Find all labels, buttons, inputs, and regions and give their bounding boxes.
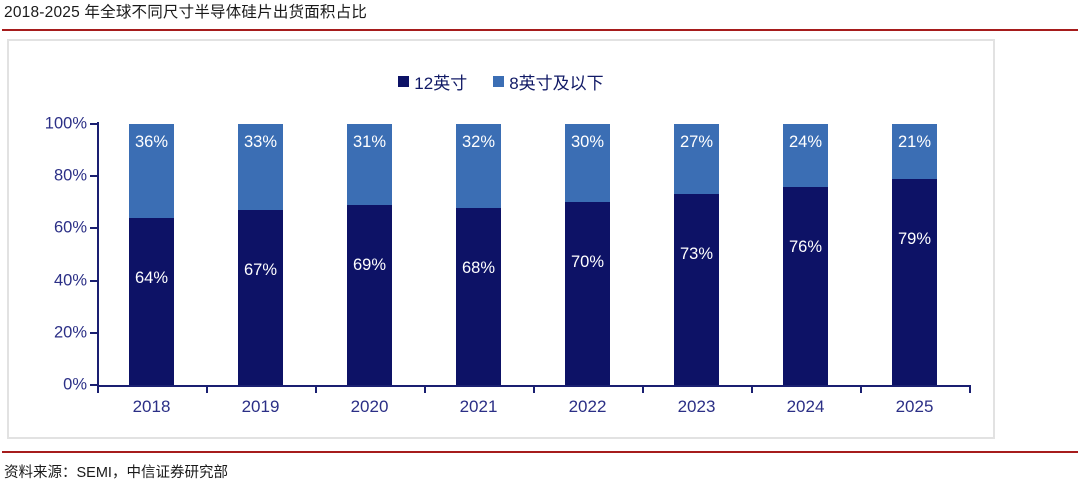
bar-value-label: 73%: [679, 245, 714, 264]
y-axis-tick-label: 60%: [53, 218, 87, 237]
y-axis-line: [97, 122, 99, 387]
x-axis-tick-label: 2019: [241, 397, 280, 416]
bar-group-2021: 32% 68%: [424, 124, 533, 385]
bar-stack[interactable]: 32% 68%: [456, 124, 501, 385]
bar-segment-12inch[interactable]: 64%: [129, 217, 174, 385]
x-axis-tick-label: 2022: [568, 397, 607, 416]
bar-group-2022: 30% 70%: [533, 124, 642, 385]
bar-stack[interactable]: 36% 64%: [129, 124, 174, 385]
bar-value-label: 67%: [243, 261, 278, 280]
bar-group-2025: 21% 79%: [860, 124, 969, 385]
bar-segment-8inch[interactable]: 30%: [565, 124, 610, 203]
bar-value-label: 79%: [897, 229, 932, 248]
chart-frame: 12英寸 8英寸及以下 0% 20% 40% 60% 80% 100% 36% 64% 33%…: [7, 39, 995, 439]
y-axis-tick-label: 0%: [63, 375, 87, 394]
legend-swatch-12inch: [398, 76, 410, 87]
bar-segment-12inch[interactable]: 69%: [347, 204, 392, 385]
bar-stack[interactable]: 33% 67%: [238, 124, 283, 385]
x-axis-tick: [315, 385, 317, 393]
y-axis-tick-label: 100%: [44, 114, 87, 133]
x-axis-tick-label: 2021: [459, 397, 498, 416]
y-axis-tick-label: 80%: [53, 166, 87, 185]
x-axis-tick-label: 2025: [895, 397, 934, 416]
legend-label-8inch: 8英寸及以下: [509, 74, 604, 93]
x-axis-tick: [533, 385, 535, 393]
bar-segment-12inch[interactable]: 70%: [565, 202, 610, 385]
divider-bottom: [2, 451, 1078, 453]
legend-item-12inch[interactable]: 12英寸: [398, 69, 467, 94]
bar-segment-12inch[interactable]: 68%: [456, 207, 501, 385]
bar-segment-12inch[interactable]: 73%: [674, 194, 719, 385]
bar-group-2018: 36% 64%: [97, 124, 206, 385]
bar-value-label: 69%: [352, 255, 387, 274]
x-axis-tick: [206, 385, 208, 393]
bar-segment-12inch[interactable]: 79%: [892, 178, 937, 385]
legend-label-12inch: 12英寸: [414, 74, 468, 93]
y-axis-tick-label: 20%: [53, 323, 87, 342]
x-axis-tick: [751, 385, 753, 393]
x-axis-tick-label: 2018: [132, 397, 171, 416]
bar-value-label: 36%: [134, 133, 169, 152]
page-title: 2018-2025 年全球不同尺寸半导体硅片出货面积占比: [4, 4, 368, 21]
bar-segment-12inch[interactable]: 76%: [783, 186, 828, 385]
bar-segment-8inch[interactable]: 21%: [892, 124, 937, 179]
legend-item-8inch[interactable]: 8英寸及以下: [493, 69, 604, 94]
x-axis-tick: [969, 385, 971, 393]
bar-segment-8inch[interactable]: 31%: [347, 124, 392, 205]
x-axis-tick: [642, 385, 644, 393]
bar-value-label: 24%: [788, 133, 823, 152]
bar-segment-12inch[interactable]: 67%: [238, 210, 283, 385]
x-axis-labels: 2018 2019 2020 2021 2022 2023 2024 2025: [97, 397, 969, 425]
bar-segment-8inch[interactable]: 36%: [129, 124, 174, 218]
bar-series-group: 36% 64% 33% 67% 31% 69% 32% 68% 30% 70% 27% 73% 24% 7…: [97, 124, 969, 385]
bar-group-2020: 31% 69%: [315, 124, 424, 385]
bar-group-2019: 33% 67%: [206, 124, 315, 385]
y-axis-labels: 0% 20% 40% 60% 80% 100%: [9, 41, 87, 437]
bar-group-2023: 27% 73%: [642, 124, 751, 385]
bar-segment-8inch[interactable]: 33%: [238, 124, 283, 211]
y-axis-tick-label: 40%: [53, 271, 87, 290]
x-axis-tick: [424, 385, 426, 393]
divider-top: [2, 29, 1078, 31]
bar-value-label: 76%: [788, 237, 823, 256]
chart-legend: 12英寸 8英寸及以下: [9, 69, 993, 94]
y-axis-tick: [90, 331, 98, 334]
x-axis-tick: [860, 385, 862, 393]
legend-swatch-8inch: [493, 76, 505, 87]
bar-value-label: 31%: [352, 133, 387, 152]
bar-value-label: 70%: [570, 253, 605, 272]
y-axis-tick: [90, 384, 98, 386]
y-axis-tick: [90, 123, 98, 125]
bar-value-label: 32%: [461, 133, 496, 152]
bar-value-label: 30%: [570, 133, 605, 152]
bar-value-label: 27%: [679, 133, 714, 152]
y-axis-tick: [90, 279, 98, 282]
bar-segment-8inch[interactable]: 32%: [456, 124, 501, 208]
x-axis-tick-label: 2023: [677, 397, 716, 416]
bar-value-label: 33%: [243, 133, 278, 152]
x-axis-tick: [97, 385, 99, 393]
bar-segment-8inch[interactable]: 24%: [783, 124, 828, 187]
bar-group-2024: 24% 76%: [751, 124, 860, 385]
source-note: 资料来源：SEMI，中信证券研究部: [4, 465, 228, 481]
bar-stack[interactable]: 27% 73%: [674, 124, 719, 385]
bar-value-label: 21%: [897, 133, 932, 152]
bar-stack[interactable]: 30% 70%: [565, 124, 610, 385]
bar-segment-8inch[interactable]: 27%: [674, 124, 719, 195]
bar-stack[interactable]: 21% 79%: [892, 124, 937, 385]
bar-stack[interactable]: 24% 76%: [783, 124, 828, 385]
y-axis-tick: [90, 175, 98, 178]
bar-value-label: 68%: [461, 258, 496, 277]
x-axis-tick-label: 2024: [786, 397, 825, 416]
bar-stack[interactable]: 31% 69%: [347, 124, 392, 385]
bar-value-label: 64%: [134, 268, 169, 287]
x-axis-tick-label: 2020: [350, 397, 389, 416]
y-axis-tick: [90, 227, 98, 230]
